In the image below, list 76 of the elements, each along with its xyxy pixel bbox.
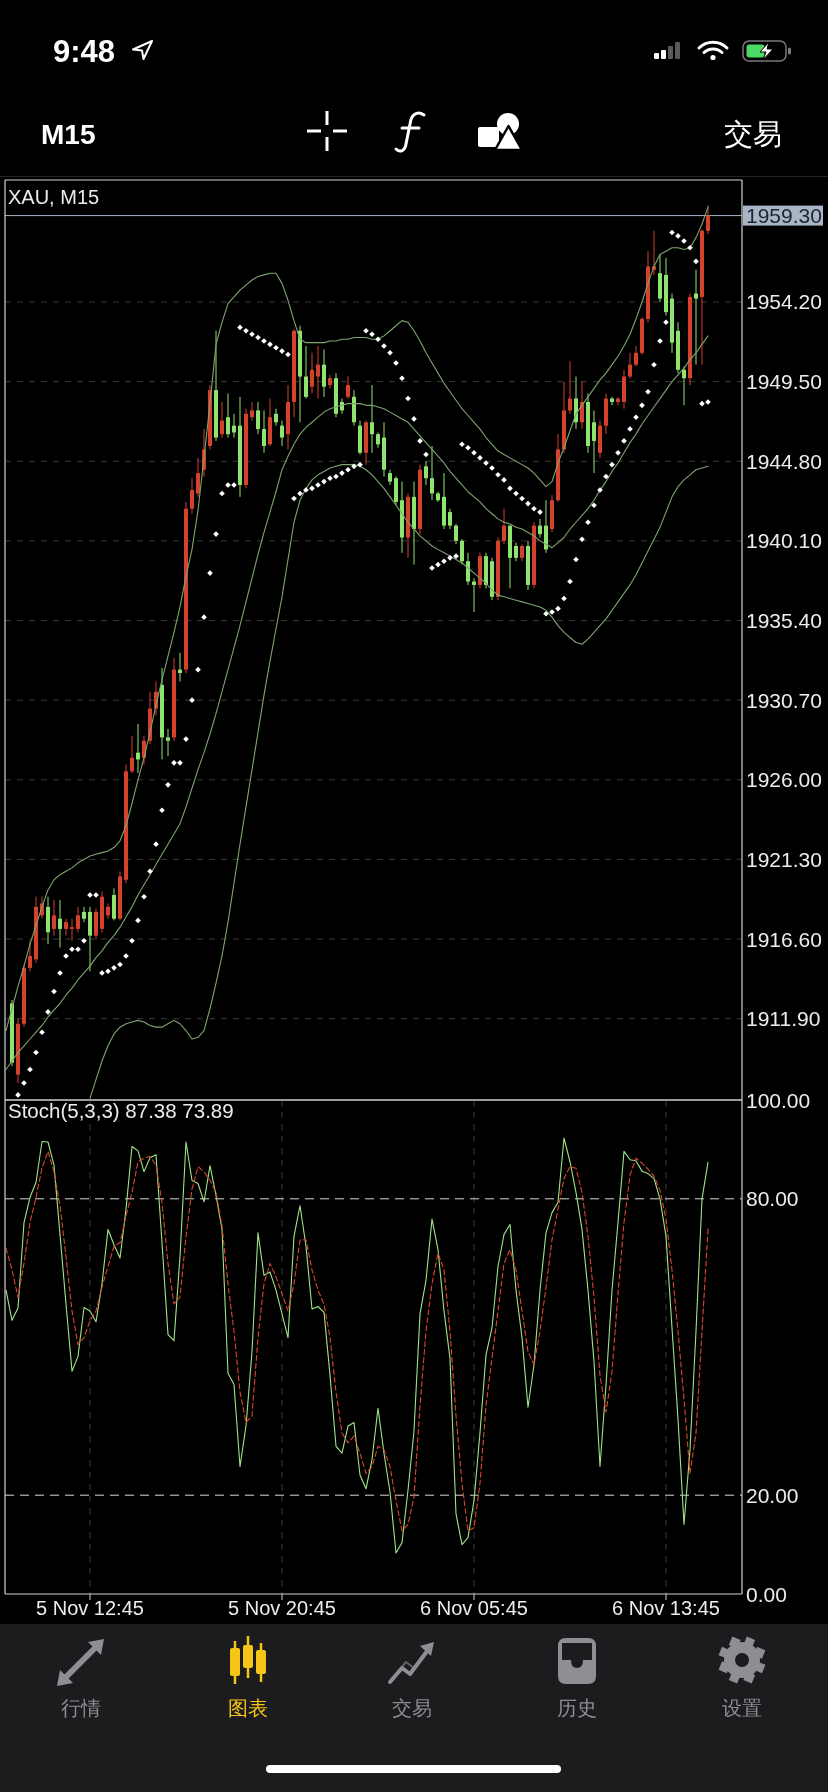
y-tick-label: 20.00 bbox=[746, 1483, 799, 1507]
candlestick bbox=[592, 409, 596, 474]
candlestick bbox=[226, 392, 230, 439]
candlestick bbox=[190, 477, 194, 515]
chart-title: XAU, M15 bbox=[8, 186, 100, 208]
text: 交易 bbox=[724, 118, 782, 150]
candlestick bbox=[544, 499, 548, 554]
candlestick bbox=[166, 728, 170, 757]
x-tick-label: 6 Nov 13:45 bbox=[612, 1597, 720, 1619]
candlestick bbox=[394, 476, 398, 506]
chart-title: Stoch(5,3,3) 87.38 73.89 bbox=[8, 1099, 234, 1122]
candlestick bbox=[502, 508, 506, 545]
text: 设置 bbox=[722, 1697, 762, 1719]
candlestick bbox=[250, 401, 254, 422]
candlestick bbox=[94, 908, 98, 940]
text: M15 bbox=[41, 119, 96, 150]
candlestick bbox=[52, 899, 56, 937]
candlestick bbox=[70, 918, 74, 942]
y-tick-label: 1944.80 bbox=[746, 449, 822, 473]
candlestick bbox=[310, 352, 314, 394]
candlestick bbox=[424, 460, 428, 486]
y-tick-label: 1916.60 bbox=[746, 927, 822, 951]
candlestick bbox=[262, 409, 266, 454]
candlestick bbox=[304, 345, 308, 400]
line-series bbox=[5, 335, 709, 1071]
candlestick bbox=[694, 269, 698, 366]
y-tick-label: 0.00 bbox=[746, 1582, 787, 1606]
y-tick-label: 1935.40 bbox=[746, 609, 822, 633]
candlestick bbox=[82, 906, 86, 923]
candlestick bbox=[634, 345, 638, 367]
text: 历史 bbox=[557, 1697, 597, 1719]
candlestick bbox=[538, 518, 542, 538]
candlestick bbox=[448, 508, 452, 530]
candlestick bbox=[706, 204, 710, 235]
text: 图表 bbox=[228, 1697, 268, 1719]
x-tick-label: 5 Nov 12:45 bbox=[36, 1597, 144, 1619]
candlestick bbox=[112, 887, 116, 921]
candlestick bbox=[346, 376, 350, 400]
candlestick bbox=[28, 940, 32, 972]
y-tick-label: 1949.50 bbox=[746, 370, 822, 394]
candlestick bbox=[88, 906, 92, 972]
x-tick-label: 5 Nov 20:45 bbox=[228, 1597, 336, 1619]
y-tick-label: 1926.00 bbox=[746, 768, 822, 792]
candlestick bbox=[370, 384, 374, 454]
candlestick bbox=[274, 408, 278, 427]
candlestick bbox=[460, 538, 464, 566]
candlestick bbox=[514, 542, 518, 562]
candlestick bbox=[316, 345, 320, 400]
candlestick bbox=[256, 401, 260, 435]
candlestick bbox=[130, 735, 134, 774]
candlestick bbox=[280, 420, 284, 447]
candlestick bbox=[322, 348, 326, 398]
y-tick-label: 80.00 bbox=[746, 1187, 799, 1211]
text: 9:48 bbox=[53, 34, 116, 69]
y-tick-label: 1940.10 bbox=[746, 529, 822, 553]
candlestick bbox=[64, 918, 68, 937]
y-tick-label: 1954.20 bbox=[746, 290, 822, 314]
text: 行情 bbox=[61, 1697, 101, 1719]
y-tick-label: 1921.30 bbox=[746, 847, 822, 871]
ref-line-label: 1959.30 bbox=[746, 204, 822, 228]
y-tick-label: 1911.90 bbox=[746, 1007, 821, 1031]
y-tick-label: 100.00 bbox=[746, 1088, 811, 1112]
candlestick bbox=[76, 906, 80, 933]
candlestick bbox=[58, 899, 62, 949]
candlestick bbox=[682, 365, 686, 406]
candlestick bbox=[466, 552, 470, 586]
text: 交易 bbox=[392, 1697, 432, 1719]
x-tick-label: 6 Nov 05:45 bbox=[420, 1597, 528, 1619]
candlestick bbox=[430, 445, 434, 501]
candlestick bbox=[196, 457, 200, 498]
candlestick bbox=[454, 523, 458, 545]
candlestick bbox=[220, 401, 224, 439]
candlestick bbox=[106, 902, 110, 920]
candlestick bbox=[568, 360, 572, 415]
candlestick bbox=[628, 352, 632, 379]
y-tick-label: 1930.70 bbox=[746, 688, 822, 712]
